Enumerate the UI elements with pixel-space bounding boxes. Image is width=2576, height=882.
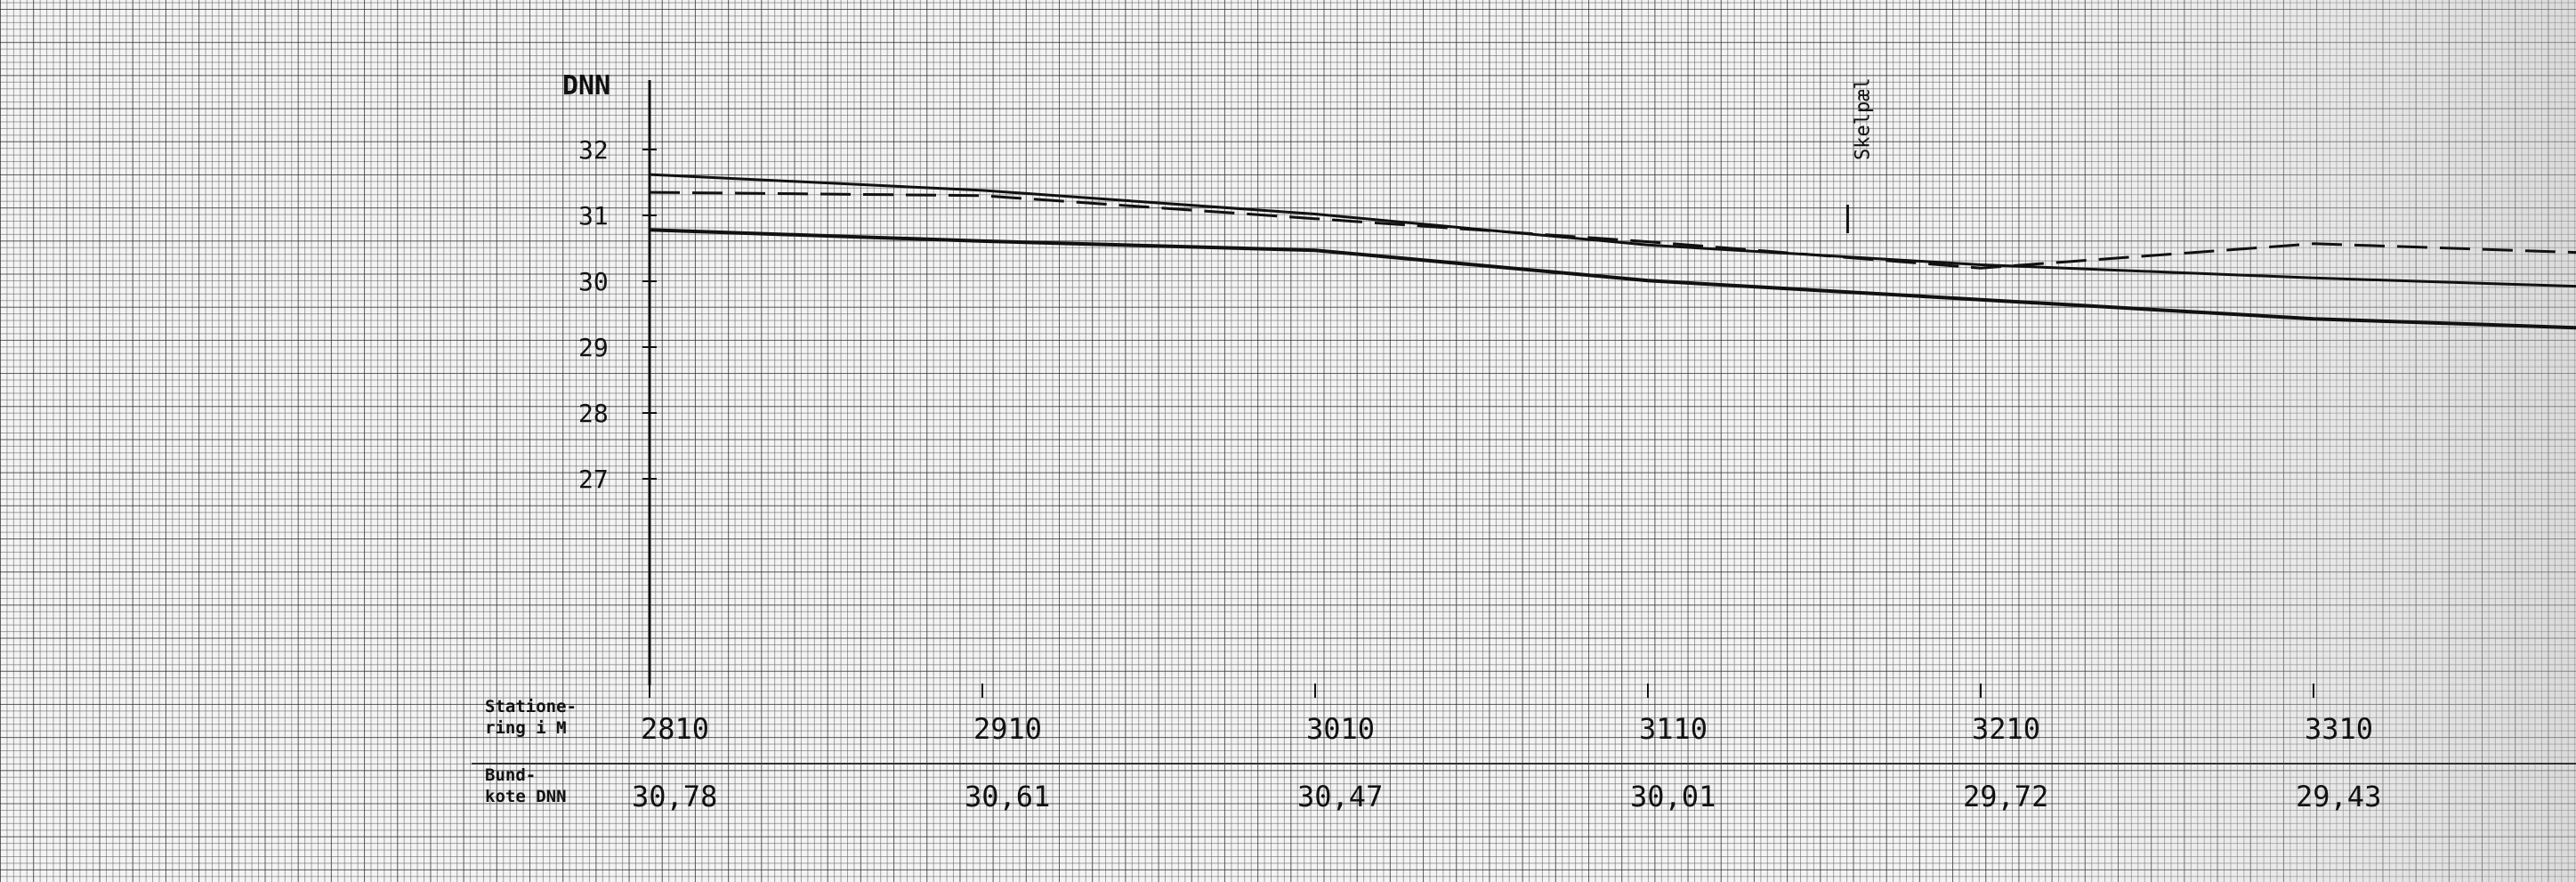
bottom-level-row-label: Bund- kote DNN (485, 765, 567, 806)
y-tick-label: 28 (578, 399, 609, 428)
profile-line-2 (649, 173, 2576, 288)
station-label: 3010 (1306, 712, 1375, 746)
station-row: 2810 2910 3010 3110 3210 3310 (641, 684, 2373, 746)
bottom-level-label-line2: kote DNN (485, 787, 567, 806)
bottom-level-value: 29,43 (2296, 780, 2381, 813)
scan-shading (1984, 0, 2576, 882)
bottom-level-value: 29,72 (1963, 780, 2048, 813)
bottom-level-row: 30,78 30,61 30,47 30,01 29,72 29,43 (632, 780, 2381, 813)
station-label: 3210 (1972, 712, 2040, 746)
station-label: 2910 (973, 712, 1042, 746)
y-ticks: 32 31 30 29 28 27 (578, 135, 657, 494)
y-tick-label: 31 (578, 201, 609, 231)
bottom-level-value: 30,78 (632, 780, 717, 813)
bottom-level-label-line1: Bund- (485, 765, 536, 785)
skelpael-marker: Skelpæl (1845, 77, 1874, 233)
y-tick-label: 27 (578, 465, 609, 494)
y-tick-label: 30 (578, 267, 609, 296)
profile-line-1 (649, 228, 2576, 330)
station-label: 2810 (641, 712, 709, 746)
bottom-level-value: 30,47 (1297, 780, 1383, 813)
y-axis-label: DNN (562, 70, 610, 101)
station-label: 3110 (1639, 712, 1708, 746)
y-tick-label: 29 (578, 333, 609, 362)
stationing-label-line1: Statione- (485, 697, 577, 716)
marker-label: Skelpæl (1852, 77, 1874, 160)
profile-lines (649, 173, 2576, 330)
profile-line-3 (649, 190, 2576, 270)
bottom-level-value: 30,61 (965, 780, 1050, 813)
station-label: 3310 (2305, 712, 2373, 746)
y-tick-label: 32 (578, 135, 609, 165)
stationing-row-label: Statione- ring i M (485, 697, 577, 738)
stationing-label-line2: ring i M (485, 718, 567, 738)
bottom-level-value: 30,01 (1630, 780, 1716, 813)
